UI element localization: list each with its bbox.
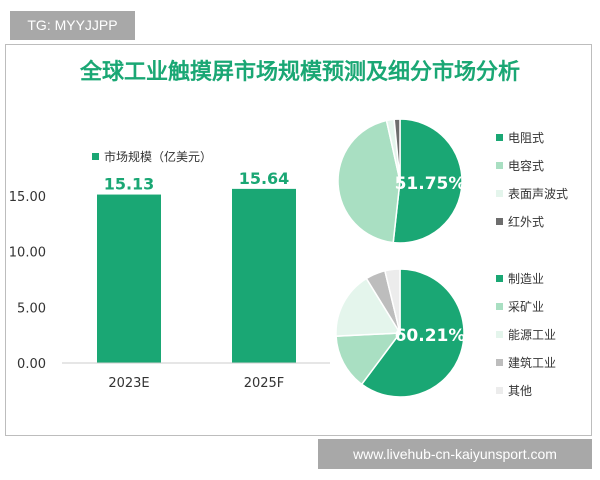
pie-slice <box>337 119 401 244</box>
chart-frame <box>5 44 592 436</box>
pie-legend-item: 电容式 <box>496 157 544 174</box>
url-banner: www.livehub-cn-kaiyunsport.com <box>318 439 592 469</box>
legend-swatch <box>496 359 503 366</box>
pie-data-label: 60.21% <box>395 326 466 346</box>
x-tick-label: 2023E <box>108 376 149 391</box>
legend-swatch <box>496 190 503 197</box>
legend-swatch <box>496 275 503 282</box>
legend-swatch <box>92 153 99 160</box>
legend-label: 电阻式 <box>508 131 545 145</box>
legend-swatch <box>496 134 503 141</box>
legend-label: 建筑工业 <box>508 356 557 370</box>
bar-data-label: 15.64 <box>239 169 290 188</box>
legend-label: 红外式 <box>508 215 545 229</box>
bar-legend: 市场规模（亿美元） <box>92 148 212 165</box>
legend-label: 采矿业 <box>508 300 545 314</box>
pie-legend-item: 电阻式 <box>496 129 544 146</box>
legend-swatch <box>496 303 503 310</box>
legend-label: 能源工业 <box>508 328 557 342</box>
legend-swatch <box>496 331 503 338</box>
pie-legend-item: 红外式 <box>496 213 544 230</box>
pie-slice <box>360 268 465 398</box>
pie-legend-item: 能源工业 <box>496 326 556 343</box>
legend-swatch <box>496 162 503 169</box>
pie-slice <box>335 277 402 337</box>
pie-legend-item: 表面声波式 <box>496 185 568 202</box>
pie-data-label: 51.75% <box>395 174 466 194</box>
legend-label: 表面声波式 <box>508 187 569 201</box>
pie-legend-item: 采矿业 <box>496 298 544 315</box>
y-tick-label: 5.00 <box>17 301 46 316</box>
legend-label: 制造业 <box>508 272 545 286</box>
chart-title: 全球工业触摸屏市场规模预测及细分市场分析 <box>79 60 520 85</box>
x-tick-label: 2025F <box>244 376 285 391</box>
legend-label: 电容式 <box>508 159 545 173</box>
y-tick-label: 10.00 <box>9 246 46 261</box>
bar <box>97 194 161 363</box>
y-tick-label: 0.00 <box>17 357 46 372</box>
bar-data-label: 15.13 <box>104 175 155 194</box>
pie-legend-item: 制造业 <box>496 270 544 287</box>
pie-slice <box>392 118 463 244</box>
bar <box>232 188 296 363</box>
pie-slice <box>335 332 402 386</box>
pie-legend-item: 其他 <box>496 382 532 399</box>
legend-swatch <box>496 387 503 394</box>
legend-label: 其他 <box>508 384 533 398</box>
watermark-tag: TG: MYYJJPP <box>10 11 135 40</box>
pie-legend-item: 建筑工业 <box>496 354 556 371</box>
y-tick-label: 15.00 <box>9 190 46 205</box>
pie-slice <box>383 268 401 334</box>
legend-swatch <box>496 218 503 225</box>
legend-label: 市场规模（亿美元） <box>104 150 213 164</box>
pie-slice <box>393 118 401 182</box>
